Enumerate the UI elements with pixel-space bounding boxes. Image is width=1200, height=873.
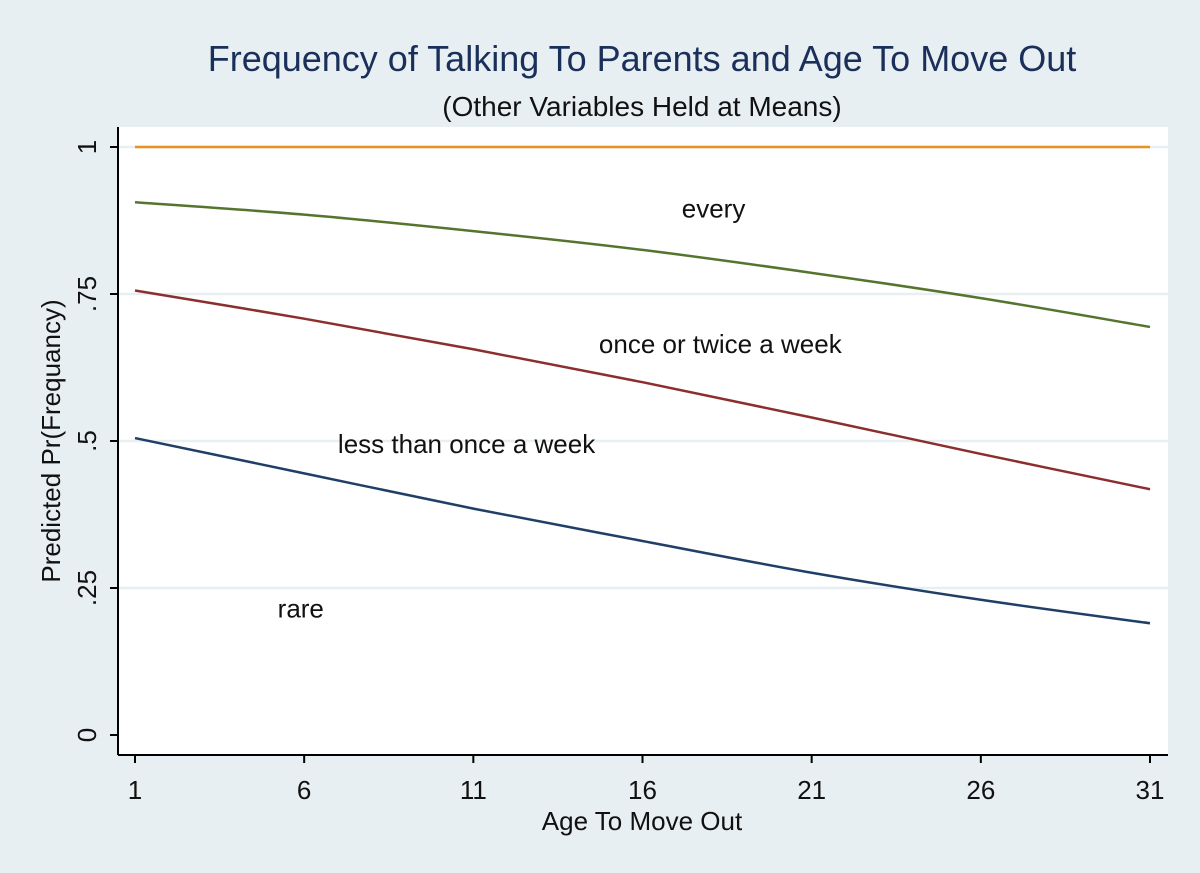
annotation-label: less than once a week — [338, 429, 596, 459]
chart-title: Frequency of Talking To Parents and Age … — [208, 38, 1077, 79]
y-tick-label: .75 — [72, 276, 102, 312]
series-line-3 — [134, 201, 1151, 329]
y-tick-label: 0 — [72, 728, 102, 742]
y-tick-label: .25 — [72, 570, 102, 606]
x-axis-title: Age To Move Out — [542, 806, 743, 836]
chart-subtitle: (Other Variables Held at Means) — [442, 91, 841, 122]
annotation-label: every — [682, 194, 746, 224]
series-layer — [134, 145, 1151, 625]
annotation-label: once or twice a week — [599, 329, 843, 359]
y-axis-title: Predicted Pr(Frequancy) — [36, 299, 66, 582]
series-line-1 — [134, 436, 1151, 625]
y-tick-label: .5 — [72, 430, 102, 452]
y-tick-label: 1 — [72, 140, 102, 154]
x-tick-label: 21 — [797, 775, 826, 805]
x-tick-label: 16 — [628, 775, 657, 805]
x-tick-label: 6 — [297, 775, 311, 805]
series-line-2 — [134, 289, 1151, 491]
x-tick-label: 31 — [1136, 775, 1165, 805]
annotation-label: rare — [278, 594, 324, 624]
x-tick-label: 11 — [460, 775, 487, 805]
x-tick-label: 26 — [966, 775, 995, 805]
x-tick-label: 1 — [128, 775, 142, 805]
annotation-layer: every once or twice a week less than once … — [278, 194, 843, 624]
